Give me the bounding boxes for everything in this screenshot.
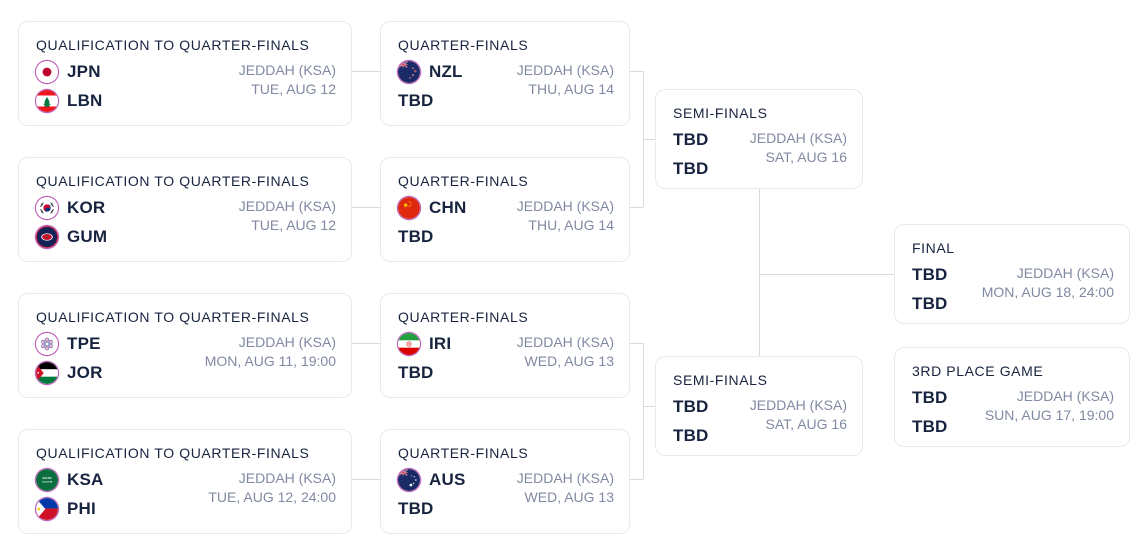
svg-text:SAUDI: SAUDI <box>42 476 51 480</box>
